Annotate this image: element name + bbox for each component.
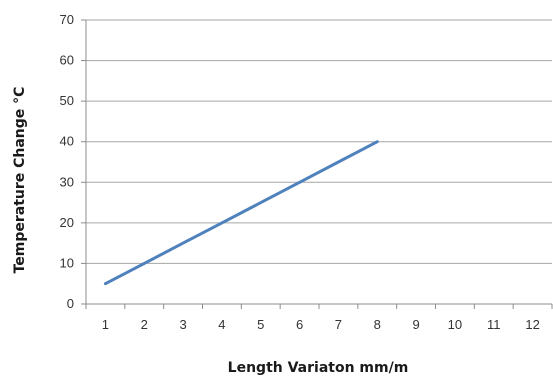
y-tick-label: 0 bbox=[67, 296, 74, 311]
series-line-0 bbox=[103, 140, 379, 286]
axes bbox=[81, 19, 553, 309]
x-tick-label: 10 bbox=[448, 317, 462, 332]
x-tick-label: 1 bbox=[102, 317, 109, 332]
x-tick-label: 4 bbox=[218, 317, 225, 332]
y-tick-labels: 0 10 20 30 40 50 60 70 bbox=[60, 12, 74, 311]
x-tick-label: 11 bbox=[487, 317, 501, 332]
x-tick-label: 5 bbox=[257, 317, 264, 332]
y-tick-label: 40 bbox=[60, 134, 74, 149]
x-tick-label: 9 bbox=[412, 317, 419, 332]
x-tick-label: 6 bbox=[296, 317, 303, 332]
x-tick-label: 12 bbox=[525, 317, 539, 332]
y-tick-label: 20 bbox=[60, 215, 74, 230]
y-tick-label: 70 bbox=[60, 12, 74, 27]
gridlines bbox=[86, 19, 552, 264]
series-layer bbox=[103, 140, 379, 286]
y-tick-label: 60 bbox=[60, 53, 74, 68]
x-axis-title: Length Variaton mm/m bbox=[228, 360, 409, 376]
y-tick-label: 50 bbox=[60, 93, 74, 108]
x-tick-label: 2 bbox=[141, 317, 148, 332]
x-tick-labels: 1 2 3 4 5 6 7 8 9 10 11 12 bbox=[102, 317, 540, 332]
x-tick-label: 7 bbox=[335, 317, 342, 332]
y-tick-label: 30 bbox=[60, 174, 74, 189]
x-tick-label: 8 bbox=[374, 317, 381, 332]
y-tick-label: 10 bbox=[60, 255, 74, 270]
x-tick-label: 3 bbox=[179, 317, 186, 332]
y-axis-title: Temperature Change °C bbox=[12, 87, 28, 274]
